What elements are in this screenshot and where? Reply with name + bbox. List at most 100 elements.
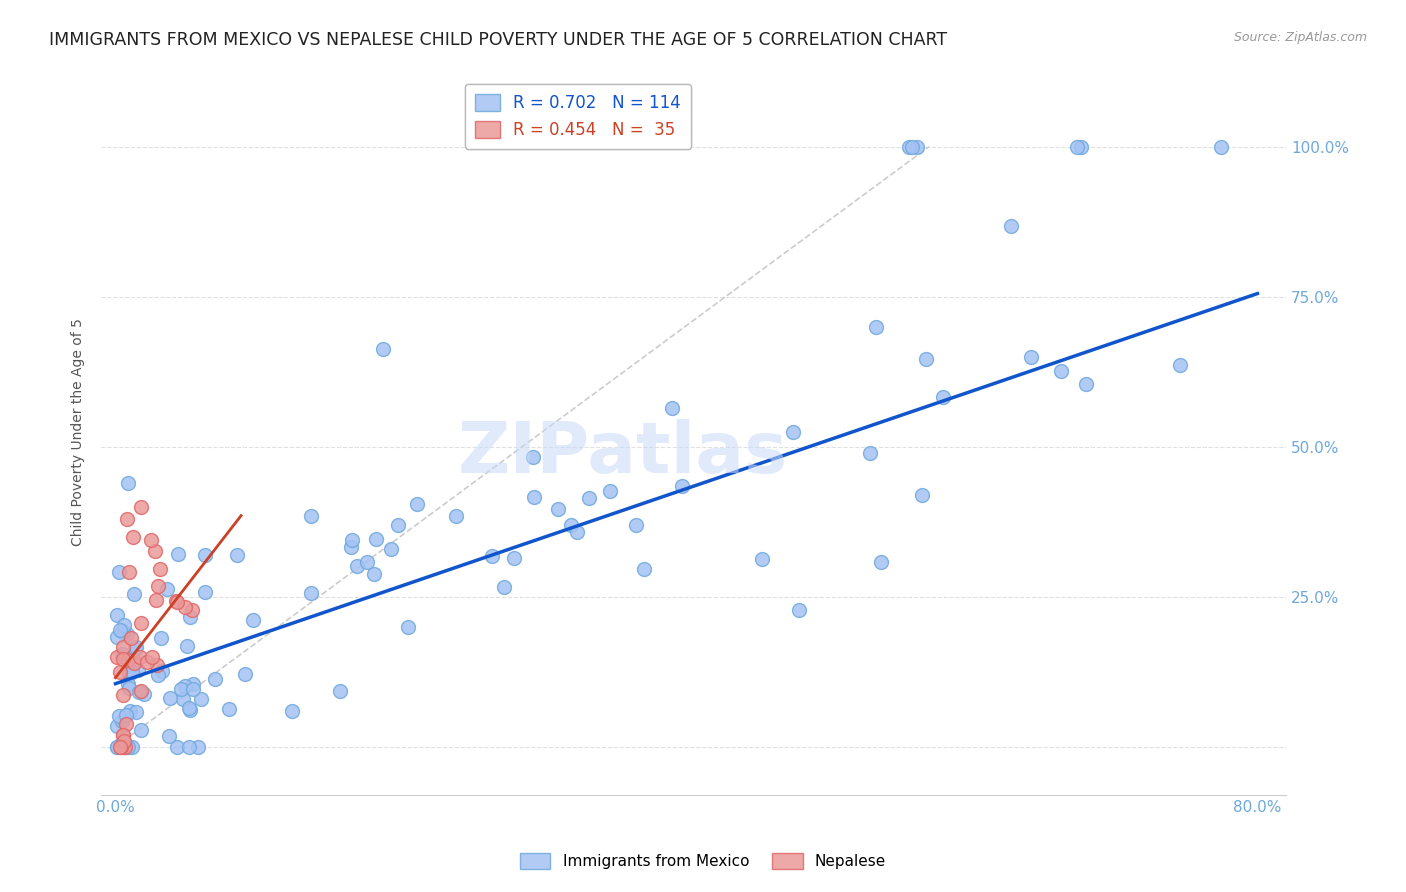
Point (124, 641, 146, 656)
Y-axis label: Child Poverty Under the Age of 5: Child Poverty Under the Age of 5 (72, 318, 86, 546)
Point (121, 665, 143, 680)
Point (112, 624, 135, 638)
Point (114, 739, 136, 754)
Point (364, 532, 387, 546)
Point (174, 679, 197, 693)
Point (112, 733, 135, 747)
Point (865, 320, 887, 334)
Point (108, 623, 131, 637)
Point (122, 653, 145, 667)
Point (218, 702, 240, 716)
Point (1000, 219, 1022, 234)
Point (110, 647, 132, 661)
Point (132, 687, 155, 701)
Point (281, 704, 304, 718)
Point (858, 446, 880, 460)
Point (932, 390, 955, 404)
Point (299, 509, 322, 524)
Point (396, 620, 419, 634)
Point (120, 632, 142, 646)
Point (187, 739, 209, 754)
Point (111, 624, 134, 639)
Point (165, 594, 187, 608)
Point (117, 677, 139, 691)
Point (129, 684, 152, 698)
Point (145, 592, 167, 607)
Point (242, 613, 264, 627)
Point (1070, 139, 1092, 153)
Point (105, 739, 128, 754)
Point (502, 551, 524, 566)
Point (204, 672, 226, 686)
Point (115, 511, 138, 525)
Point (176, 639, 198, 653)
Legend: Immigrants from Mexico, Nepalese: Immigrants from Mexico, Nepalese (513, 847, 893, 875)
Point (112, 739, 135, 754)
Point (523, 490, 546, 504)
Point (547, 501, 569, 516)
Point (578, 491, 600, 505)
Point (565, 525, 588, 540)
Point (177, 739, 200, 754)
Point (112, 640, 135, 654)
Point (117, 739, 139, 754)
Point (1076, 377, 1098, 392)
Point (915, 351, 938, 366)
Point (118, 667, 141, 681)
Point (107, 708, 129, 723)
Point (156, 582, 179, 596)
Point (599, 484, 621, 499)
Point (226, 548, 249, 562)
Point (114, 739, 136, 754)
Point (299, 585, 322, 599)
Point (117, 475, 139, 490)
Point (127, 663, 149, 677)
Point (122, 586, 145, 600)
Point (105, 631, 128, 645)
Point (166, 739, 188, 754)
Point (105, 650, 128, 665)
Point (112, 728, 135, 742)
Point (346, 559, 368, 574)
Point (522, 450, 544, 465)
Point (624, 517, 647, 532)
Point (112, 688, 135, 702)
Point (135, 655, 157, 669)
Point (1209, 139, 1232, 153)
Point (167, 547, 190, 561)
Point (115, 707, 138, 722)
Point (870, 556, 893, 570)
Point (170, 682, 193, 697)
Point (905, 139, 928, 153)
Point (115, 717, 138, 731)
Point (235, 667, 257, 681)
Point (159, 691, 181, 706)
Point (108, 739, 131, 754)
Point (129, 723, 152, 737)
Point (172, 692, 194, 706)
Point (120, 655, 142, 669)
Point (146, 579, 169, 593)
Point (371, 343, 394, 357)
Point (112, 618, 135, 632)
Text: Source: ZipAtlas.com: Source: ZipAtlas.com (1233, 31, 1367, 45)
Point (118, 565, 141, 579)
Point (181, 677, 204, 691)
Point (111, 728, 134, 742)
Point (481, 549, 503, 563)
Point (194, 548, 217, 562)
Point (121, 739, 143, 754)
Point (124, 640, 146, 655)
Point (751, 551, 773, 566)
Point (787, 603, 810, 617)
Point (1049, 364, 1071, 378)
Point (129, 616, 152, 631)
Point (107, 566, 129, 580)
Point (157, 729, 180, 743)
Point (118, 704, 141, 718)
Point (117, 739, 139, 754)
Point (150, 665, 173, 679)
Point (121, 530, 143, 544)
Point (128, 685, 150, 699)
Point (129, 500, 152, 514)
